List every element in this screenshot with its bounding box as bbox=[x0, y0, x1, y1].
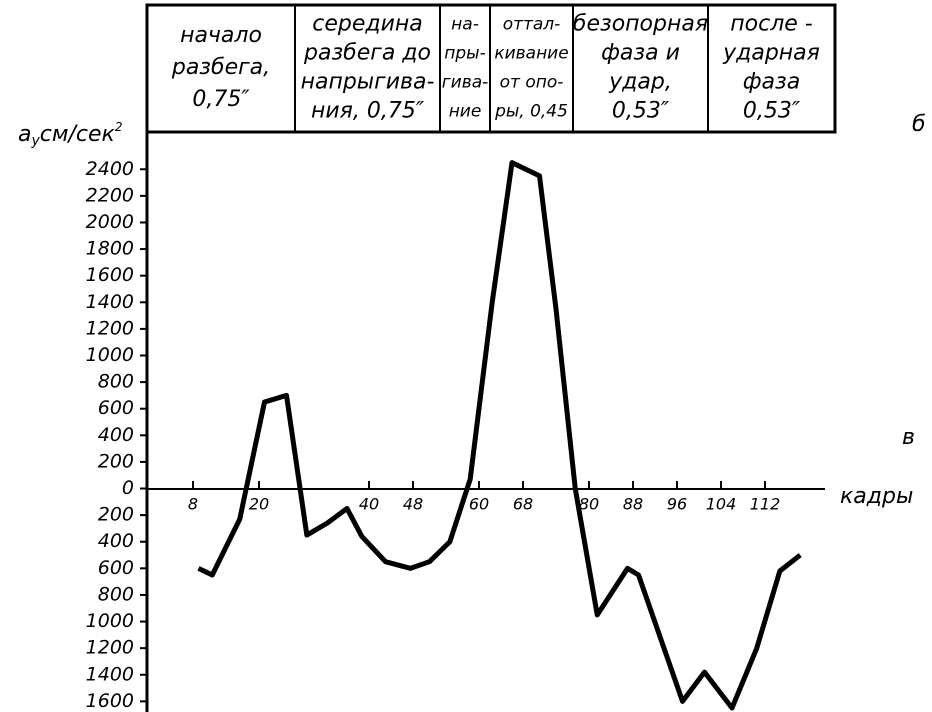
y-tick-label: 400 bbox=[98, 530, 134, 552]
phase-text: напрыгива- bbox=[301, 70, 435, 95]
y-tick-label: 800 bbox=[98, 371, 134, 393]
phase-text: удар, bbox=[608, 70, 672, 95]
y-tick-label: 1600 bbox=[86, 690, 134, 712]
y-tick-label: 2000 bbox=[86, 211, 134, 233]
y-tick-label: 1000 bbox=[86, 344, 134, 366]
x-tick-label: 88 bbox=[623, 495, 643, 514]
y-tick-label: 200 bbox=[98, 450, 134, 472]
panel-label: б bbox=[912, 112, 926, 137]
phase-text: после - bbox=[730, 12, 813, 37]
y-tick-label: 600 bbox=[98, 397, 134, 419]
phase-text: фаза bbox=[743, 70, 800, 95]
y-tick-label: 600 bbox=[98, 557, 134, 579]
y-tick-label: 400 bbox=[98, 424, 134, 446]
phase-text: на- bbox=[451, 15, 479, 35]
phase-text: середина bbox=[312, 12, 423, 37]
x-tick-label: 40 bbox=[359, 495, 379, 514]
phase-text: безопорная bbox=[573, 12, 708, 37]
y-tick-label: 2200 bbox=[86, 184, 134, 206]
x-tick-label: 112 bbox=[750, 495, 781, 514]
x-tick-label: 68 bbox=[513, 495, 533, 514]
phase-text: 0,53″ bbox=[743, 99, 801, 124]
phase-text: кивание bbox=[494, 44, 568, 64]
x-tick-label: 8 bbox=[188, 495, 198, 514]
y-tick-label: 1200 bbox=[86, 317, 134, 339]
phase-text: от опо- bbox=[500, 73, 564, 93]
x-axis-label: кадры bbox=[840, 484, 913, 509]
panel-label: в bbox=[902, 425, 915, 450]
y-tick-label: 1000 bbox=[86, 610, 134, 632]
phase-text: ние bbox=[449, 102, 482, 122]
phase-text: 0,75″ bbox=[192, 87, 250, 112]
x-tick-label: 60 bbox=[469, 495, 489, 514]
phase-text: фаза и bbox=[601, 41, 680, 66]
phase-text: ния, 0,75″ bbox=[311, 99, 425, 124]
y-tick-label: 1400 bbox=[86, 291, 134, 313]
y-tick-label: 800 bbox=[98, 583, 134, 605]
x-tick-label: 96 bbox=[667, 495, 687, 514]
x-tick-label: 80 bbox=[579, 495, 599, 514]
phase-text: пры- bbox=[444, 44, 485, 64]
phase-text: разбега до bbox=[303, 41, 431, 66]
phase-text: разбега, bbox=[171, 55, 270, 80]
y-tick-label: 2400 bbox=[86, 158, 134, 180]
data-line bbox=[197, 160, 802, 711]
y-axis-label: ayсм/сек2 bbox=[18, 120, 122, 150]
phase-text: гива- bbox=[442, 73, 489, 93]
phase-text: ударная bbox=[722, 41, 820, 66]
y-tick-label: 0 bbox=[122, 477, 134, 499]
y-tick-label: 1400 bbox=[86, 663, 134, 685]
y-tick-label: 1200 bbox=[86, 637, 134, 659]
phase-text: ры, 0,45 bbox=[494, 102, 568, 122]
x-tick-label: 104 bbox=[706, 495, 737, 514]
y-tick-label: 1600 bbox=[86, 264, 134, 286]
y-tick-label: 1800 bbox=[86, 238, 134, 260]
phase-text: 0,53″ bbox=[612, 99, 670, 124]
phase-text: оттал- bbox=[503, 15, 561, 35]
x-tick-label: 48 bbox=[403, 495, 423, 514]
x-tick-label: 20 bbox=[249, 495, 269, 514]
y-tick-label: 200 bbox=[98, 504, 134, 526]
phase-text: начало bbox=[180, 23, 262, 48]
